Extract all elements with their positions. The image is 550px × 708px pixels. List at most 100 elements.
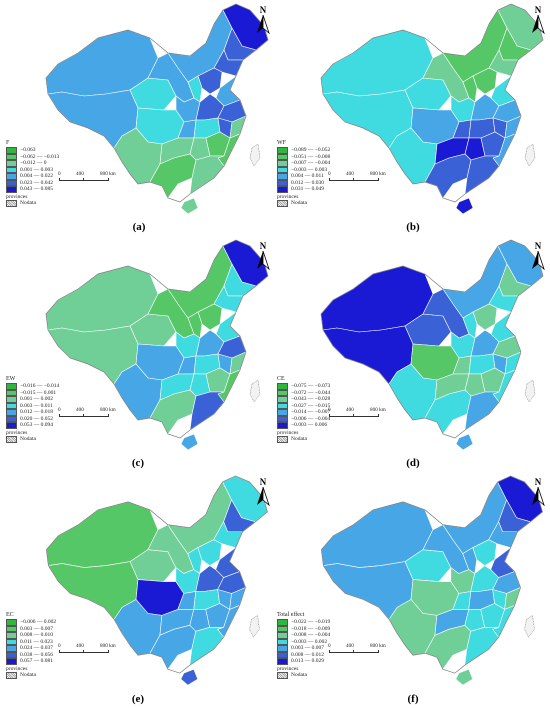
legend-swatch bbox=[277, 389, 288, 397]
legend-item: −0.027 — −0.015 bbox=[277, 402, 331, 410]
legend-swatch bbox=[277, 186, 288, 193]
country-outline bbox=[46, 475, 268, 674]
legend-label: −0.022 — −0.019 bbox=[291, 619, 331, 626]
province-regions bbox=[320, 239, 544, 451]
legend-provinces-label: provinces bbox=[6, 429, 28, 436]
legend-label: −0.012 — 0 bbox=[20, 160, 47, 167]
legend-item: 0.008 — 0.010 bbox=[6, 632, 56, 639]
legend-label: −0.051 — −0.008 bbox=[291, 153, 331, 160]
region-shanxi bbox=[187, 75, 203, 103]
legend-provinces-label: provinces bbox=[6, 665, 28, 672]
legend-title: EW bbox=[6, 376, 16, 382]
legend-item: 0.001 — 0.003 bbox=[6, 166, 59, 174]
map-panel-a: N F −0.063 −0.062 — −0.013 −0.012 — 0 0.001… bbox=[0, 0, 275, 236]
nodata-swatch bbox=[277, 672, 288, 679]
region-hainan bbox=[180, 668, 199, 686]
legend-label: −0.014 — −0.007 bbox=[291, 409, 331, 416]
legend-item: 0.057 — 0.081 bbox=[6, 658, 56, 665]
legend-item: 0.012 — 0.030 bbox=[277, 179, 330, 187]
legend-item: 0.008 — 0.012 bbox=[277, 651, 330, 659]
choropleth-map bbox=[45, 3, 269, 215]
legend-item: 0.043 — 0.085 bbox=[6, 186, 59, 193]
north-arrow: N bbox=[528, 477, 548, 507]
legend-nodata-label: Nodata bbox=[291, 200, 307, 207]
north-arrow: N bbox=[253, 5, 273, 35]
legend-item: −0.063 bbox=[6, 147, 59, 154]
region-nodata-taiwan bbox=[249, 143, 261, 167]
legend-label: −0.072 — −0.044 bbox=[291, 389, 331, 396]
legend-swatch bbox=[6, 638, 17, 646]
legend-label: 0.001 — 0.002 bbox=[20, 396, 53, 403]
legend-swatch bbox=[277, 383, 288, 390]
region-hainan bbox=[180, 433, 199, 451]
legend-label: −0.062 — −0.013 bbox=[20, 153, 60, 160]
panel-caption: (d) bbox=[406, 457, 420, 469]
region-nodata-taiwan bbox=[524, 614, 535, 638]
legend-nodata-label: Nodata bbox=[291, 436, 307, 443]
legend-swatch bbox=[6, 632, 17, 639]
choropleth-map bbox=[320, 239, 544, 451]
legend-label: −0.075 — −0.073 bbox=[291, 383, 331, 390]
legend-label: −0.018 — −0.009 bbox=[291, 625, 331, 632]
legend-item: −0.022 — −0.019 bbox=[277, 619, 330, 626]
legend-swatch bbox=[277, 173, 288, 180]
north-arrow: N bbox=[253, 477, 273, 507]
legend: EC −0.006 — 0.002 0.003 — 0.007 0.008 — 0.… bbox=[6, 612, 56, 679]
legend-label: 0.003 — 0.007 bbox=[291, 645, 324, 652]
legend-swatch bbox=[6, 625, 17, 633]
region-hainan bbox=[180, 197, 199, 215]
scale-bar: 0 400 800 km bbox=[58, 407, 121, 417]
legend-swatch bbox=[6, 619, 17, 626]
legend-item: −0.006 — −0.004 bbox=[277, 415, 330, 423]
legend-swatch bbox=[6, 166, 17, 174]
country-outline bbox=[320, 239, 544, 439]
map-panel-c: N EW −0.016 — −0.014 −0.015 — 0.001 0.001 … bbox=[0, 236, 275, 472]
region-shanxi bbox=[187, 547, 203, 575]
nodata-swatch bbox=[6, 672, 17, 679]
region-hainan bbox=[455, 433, 474, 451]
north-arrow: N bbox=[253, 241, 273, 271]
legend: F −0.063 −0.062 — −0.013 −0.012 — 0 0.001 —… bbox=[6, 140, 59, 207]
legend-item: −0.015 — 0.001 bbox=[6, 389, 59, 397]
legend-swatch bbox=[277, 645, 288, 652]
legend-item: 0.004 — 0.011 bbox=[277, 173, 330, 180]
map-panel-e: N EC −0.006 — 0.002 0.003 — 0.007 0.008 — … bbox=[0, 472, 275, 708]
legend-title: Total effect bbox=[277, 612, 305, 618]
legend-label: 0.004 — 0.011 bbox=[291, 173, 324, 180]
province-regions bbox=[46, 475, 268, 686]
region-shanxi bbox=[187, 311, 203, 339]
province-regions bbox=[320, 3, 544, 215]
legend-nodata-label: Nodata bbox=[20, 672, 36, 679]
legend-item: 0.013 — 0.029 bbox=[277, 658, 330, 665]
legend-swatch bbox=[6, 415, 17, 423]
panel-caption: (b) bbox=[406, 221, 420, 233]
province-regions bbox=[321, 475, 543, 686]
panel-caption: (a) bbox=[132, 221, 146, 233]
legend-item: −0.075 — −0.073 bbox=[277, 383, 330, 390]
legend-swatch bbox=[277, 147, 288, 154]
legend-swatch bbox=[277, 179, 288, 187]
legend-swatch bbox=[6, 173, 17, 180]
legend-label: 0.012 — 0.018 bbox=[20, 409, 53, 416]
legend-label: −0.003 — 0.003 bbox=[291, 166, 328, 173]
map-panel-b: N WF −0.089 — −0.052 −0.051 — −0.008 −0.00… bbox=[275, 0, 550, 236]
scale-bar: 0 400 800 km bbox=[328, 407, 391, 417]
north-arrow: N bbox=[528, 5, 548, 35]
legend-label: −0.063 bbox=[20, 147, 36, 154]
legend-provinces-label: provinces bbox=[277, 193, 299, 200]
legend-item: 0.004 — 0.022 bbox=[6, 173, 59, 180]
country-outline bbox=[45, 239, 269, 439]
legend-label: 0.003 — 0.011 bbox=[20, 402, 53, 409]
region-hainan bbox=[455, 197, 474, 215]
legend-swatch bbox=[277, 625, 288, 633]
legend-item: −0.003 — 0.003 bbox=[277, 166, 330, 174]
legend-label: −0.027 — −0.015 bbox=[291, 402, 331, 409]
legend-title: CE bbox=[277, 376, 285, 382]
legend-item: −0.016 — −0.014 bbox=[6, 383, 59, 390]
legend: Total effect −0.022 — −0.019 −0.018 — −0.… bbox=[277, 612, 330, 679]
legend-item: −0.018 — −0.009 bbox=[277, 625, 331, 633]
legend-swatch bbox=[277, 651, 288, 659]
legend-label: 0.043 — 0.085 bbox=[20, 186, 53, 193]
legend: EW −0.016 — −0.014 −0.015 — 0.001 0.001 — … bbox=[6, 376, 59, 443]
legend-item: −0.003 — 0.006 bbox=[277, 422, 330, 429]
